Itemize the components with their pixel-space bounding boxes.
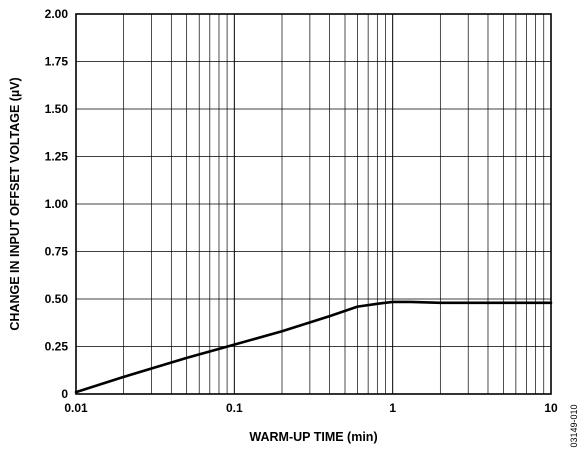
y-tick-label: 1.00 — [45, 197, 69, 211]
y-tick-label: 1.75 — [45, 55, 69, 69]
y-tick-label: 0.50 — [45, 292, 69, 306]
x-tick-labels: 0.01 0.1 1 10 — [64, 401, 558, 415]
y-tick-label: 0 — [61, 387, 68, 401]
y-tick-label: 1.25 — [45, 150, 69, 164]
y-tick-label: 0.25 — [45, 340, 69, 354]
plot-frame — [75, 13, 552, 395]
x-axis-title: WARM-UP TIME (min) — [249, 430, 377, 444]
figure-id: 03149-010 — [569, 404, 579, 447]
y-tick-labels: 0 0.25 0.50 0.75 1.00 1.25 1.50 1.75 2.00 — [45, 7, 69, 401]
series-layer — [74, 300, 553, 394]
grid — [75, 13, 551, 395]
series-line — [74, 300, 553, 394]
y-tick-label: 2.00 — [45, 7, 69, 21]
x-tick-label: 10 — [544, 401, 558, 415]
x-tick-label: 1 — [389, 401, 396, 415]
x-tick-label: 0.1 — [226, 401, 243, 415]
y-tick-label: 0.75 — [45, 245, 69, 259]
y-axis-title: CHANGE IN INPUT OFFSET VOLTAGE (µV) — [8, 77, 22, 330]
y-tick-label: 1.50 — [45, 102, 69, 116]
x-tick-label: 0.01 — [64, 401, 88, 415]
